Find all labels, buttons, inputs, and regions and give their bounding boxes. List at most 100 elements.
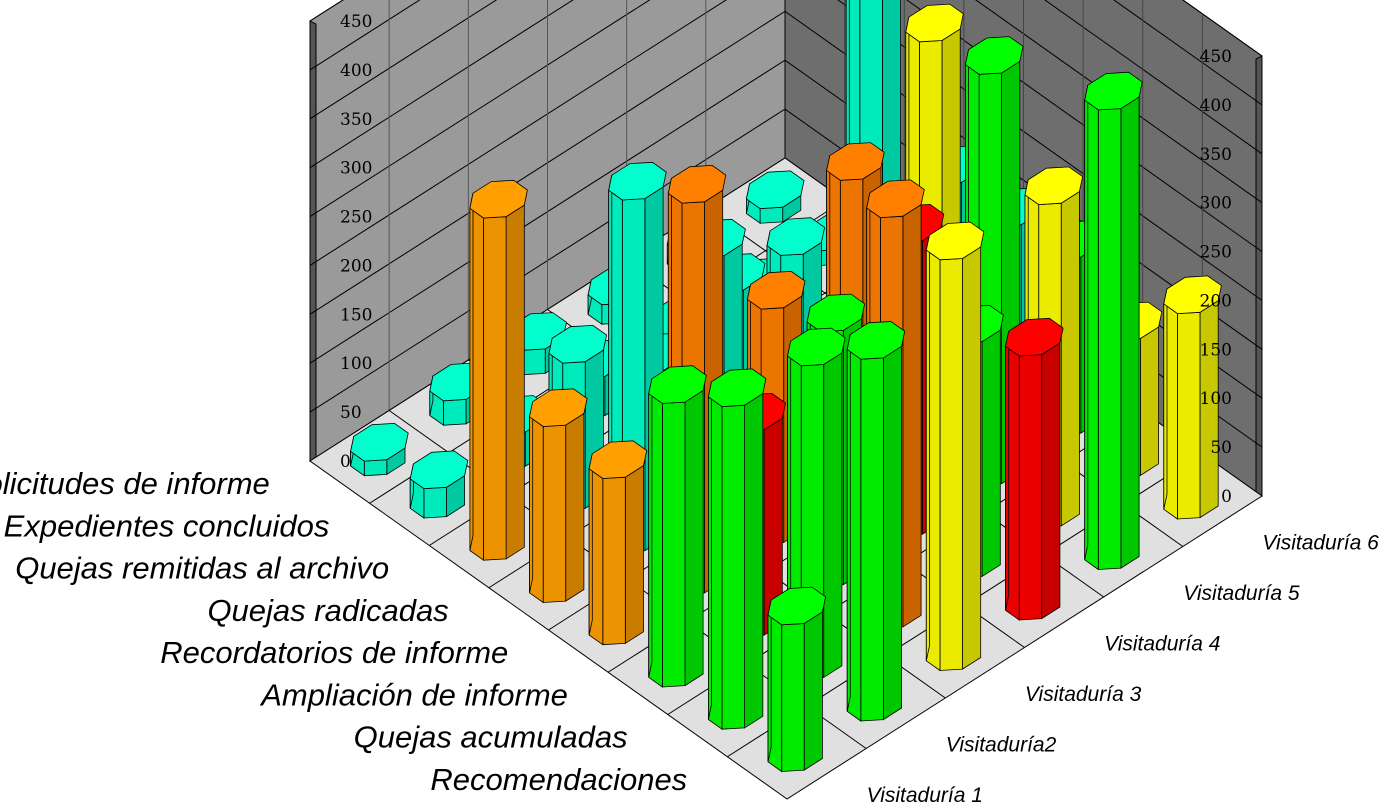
bar-top	[925, 221, 985, 261]
bar-top	[667, 164, 727, 204]
bar-side	[1005, 331, 1010, 611]
bar-top	[1005, 317, 1064, 357]
bar-top	[707, 368, 767, 408]
z-tick-label-left: 400	[1200, 96, 1232, 116]
bar-side	[721, 404, 745, 730]
bar-side	[1097, 108, 1122, 570]
bar-side	[1177, 311, 1201, 520]
bar-side	[542, 424, 567, 603]
z-tick-label-right: 150	[340, 305, 372, 325]
z-tick-label-left: 150	[1200, 340, 1232, 360]
series-label: Visitaduría 6	[1262, 531, 1379, 554]
category-label: Quejas radicadas	[207, 593, 448, 628]
bar-side	[443, 398, 467, 426]
bar-side	[860, 357, 884, 722]
bar-top	[964, 36, 1024, 75]
bar	[767, 586, 827, 773]
bar-top	[866, 179, 925, 219]
series-label: Visitaduría 1	[867, 784, 983, 807]
bar-side	[483, 216, 507, 561]
bar	[648, 365, 707, 688]
z-tick-label-right: 300	[340, 159, 372, 179]
bar-side	[744, 392, 764, 729]
bar-top	[648, 365, 707, 404]
bar-top	[469, 179, 528, 219]
bar-top	[905, 3, 964, 43]
bar-side	[1163, 288, 1168, 510]
bar-side	[1018, 354, 1043, 621]
bar-side	[1084, 85, 1089, 560]
bar-side	[648, 378, 653, 678]
bar-top	[1084, 71, 1143, 111]
bar-top	[1163, 275, 1222, 315]
bar-side	[469, 193, 474, 551]
bar	[707, 368, 767, 730]
bar-side	[602, 476, 626, 646]
bar-side	[662, 401, 686, 688]
z-tick-label-right: 200	[340, 256, 372, 276]
bar-side	[939, 258, 963, 671]
category-label: Recordatorios de informe	[160, 635, 508, 670]
bar-side	[803, 611, 823, 771]
bar-side	[505, 204, 525, 560]
bar-top	[746, 270, 806, 310]
z-tick-label-left: 250	[1200, 243, 1232, 263]
z-tick-label-left: 450	[1200, 47, 1232, 67]
z-tick-label-left: 0	[1221, 487, 1232, 507]
bar-side	[767, 599, 772, 762]
category-label: Ampliación de informe	[259, 677, 568, 712]
bar-side	[708, 381, 712, 720]
category-label: Quejas remitidas al archivo	[15, 551, 389, 586]
bar-side	[883, 345, 902, 721]
bar-top	[350, 422, 409, 462]
right-wall-edge	[309, 20, 317, 465]
category-label: Expedientes concluidos	[4, 508, 330, 543]
category-label: Solicitudes de informe	[0, 466, 270, 501]
bar-side	[981, 329, 1001, 578]
bar-top	[1024, 166, 1084, 206]
series-label: Visitaduría 3	[1025, 683, 1142, 706]
bar-top	[409, 450, 469, 490]
chart-labels: 0 0 50 50 100 100 150 150 200 200 250 250 300 300 350 3…	[0, 12, 1379, 807]
bar-side	[925, 234, 930, 661]
z-tick-label-left: 300	[1200, 194, 1232, 214]
z-tick-label-left: 50	[1210, 438, 1232, 458]
bar-side	[1060, 190, 1080, 527]
bar-side	[1120, 96, 1140, 569]
bar	[1163, 275, 1222, 520]
bar-side	[823, 352, 843, 679]
bar	[745, 170, 805, 224]
bar	[529, 388, 588, 604]
bar-side	[1140, 326, 1159, 477]
bar	[1084, 71, 1143, 571]
bar-top	[787, 327, 846, 367]
bar-side	[781, 623, 805, 772]
bar	[925, 221, 985, 672]
bar-side	[522, 348, 546, 376]
z-tick-label-right: 100	[340, 354, 372, 374]
left-wall-edge	[1255, 55, 1263, 500]
bar-top	[588, 440, 648, 479]
z-tick-label-right: 0	[340, 452, 351, 472]
bar-side	[423, 486, 447, 519]
bar-side	[529, 401, 534, 593]
category-label: Quejas acumuladas	[354, 720, 628, 755]
z-tick-label-left: 100	[1200, 389, 1232, 409]
bar-side	[962, 246, 982, 670]
bar-top	[745, 170, 805, 210]
bar-side	[1041, 342, 1061, 620]
bar-side	[902, 203, 922, 628]
bar-top	[846, 321, 906, 360]
bar-top	[548, 324, 608, 364]
z-tick-label-left: 200	[1200, 291, 1232, 311]
z-tick-label-right: 50	[340, 403, 362, 423]
bar-top	[826, 142, 885, 181]
bar-side	[565, 412, 585, 602]
bar-top	[529, 388, 588, 427]
bar-top	[608, 161, 667, 201]
bar-side	[363, 459, 388, 477]
bar	[469, 179, 528, 561]
bar-side	[684, 389, 704, 687]
